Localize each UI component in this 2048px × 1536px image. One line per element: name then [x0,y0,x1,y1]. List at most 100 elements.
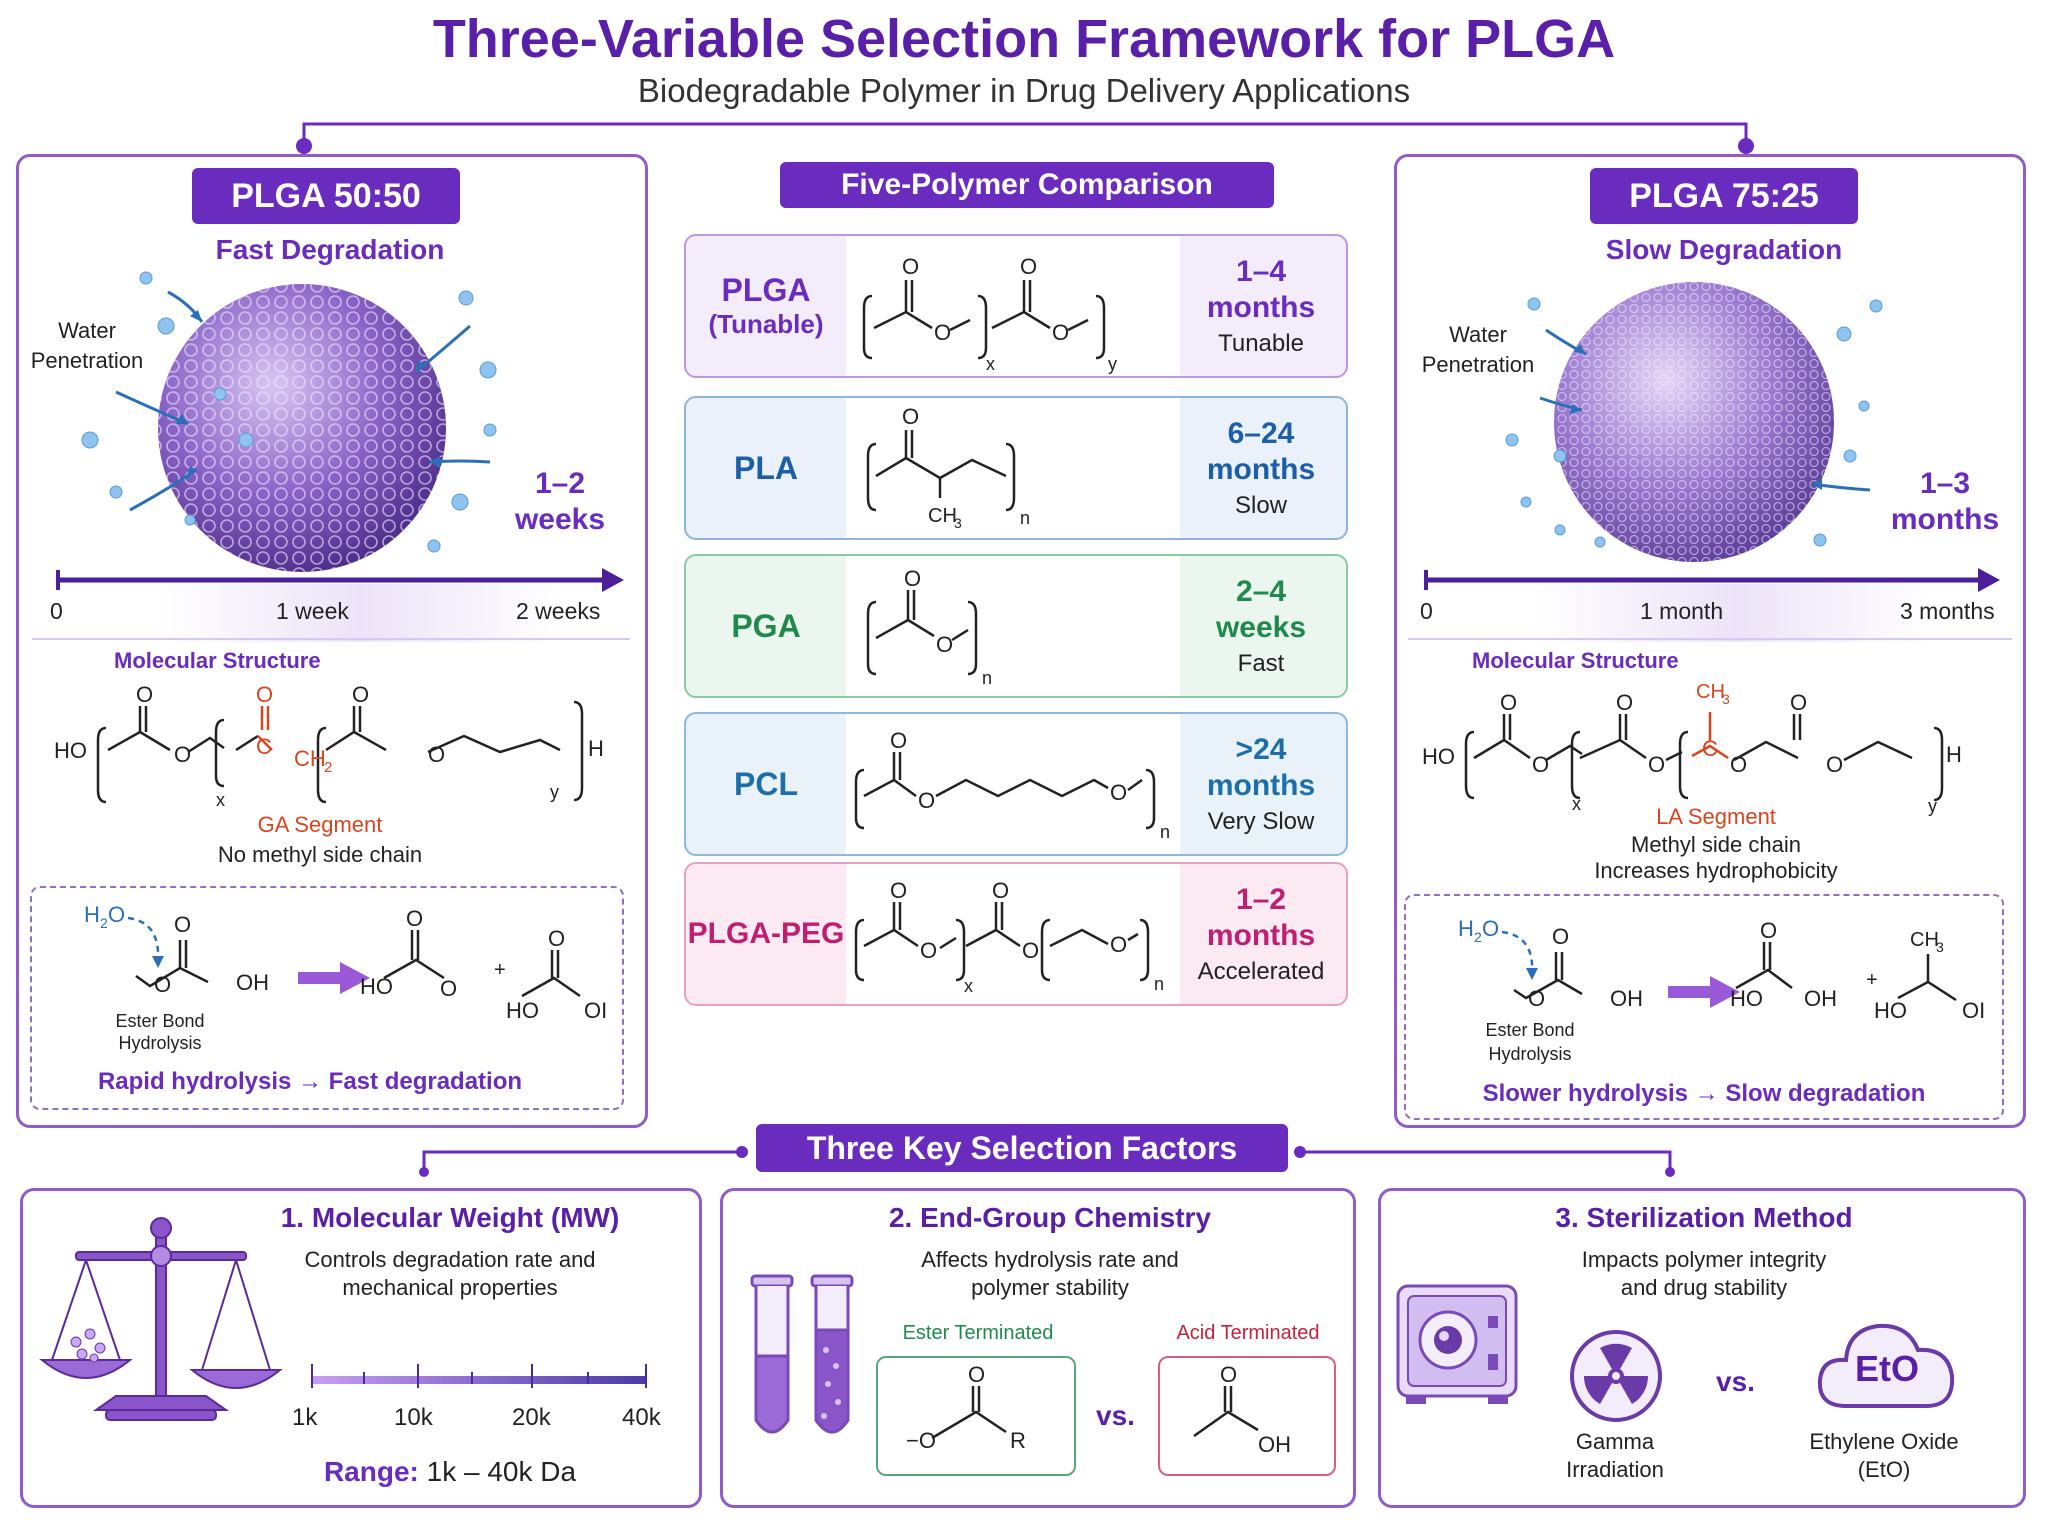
mw-range-label: Range: [323,1456,419,1487]
polymer-row-pcl: PCL O O O n >24 months Very Slow [684,712,1348,856]
mw-range-bar [311,1364,647,1388]
factors-heading: Three Key Selection Factors [756,1124,1288,1172]
left-water-label: Water Penetration [22,316,152,376]
polymer-time-pla: 6–24 months Slow [1176,398,1346,538]
svg-text:O: O [1826,752,1843,777]
right-time-value: 1–3 [1919,467,1971,500]
mw-range-value: 1k – 40k Da [426,1456,577,1487]
polymer-time-pga-unit: weeks [1215,611,1307,644]
right-segment-note: Methyl side chain Increases hydrophobici… [1536,832,1896,884]
polymer-structure-plga-peg: O O x O O O n [846,864,1180,1004]
svg-text:O: O [890,728,907,753]
svg-text:O: O [1220,1362,1237,1387]
right-axis-tick-1: 1 month [1640,598,1724,624]
factor-sterilization-title: 3. Sterilization Method [1555,1202,1853,1233]
svg-text:y: y [1108,354,1117,374]
mw-tick-40k: 40k [622,1404,661,1431]
mw-range: Range: 1k – 40k Da [270,1456,630,1488]
polymer-name-pla-text: PLA [734,449,798,486]
test-tubes-icon [750,1274,854,1434]
polymer-row-pla: PLA O CH 3 n 6–24 months Slow [684,396,1348,540]
eto-cloud-text: EtO [1854,1348,1919,1389]
svg-text:C: C [1702,736,1718,761]
svg-text:O: O [440,976,457,1001]
microsphere-fast-illustration [81,271,497,572]
svg-text:H: H [588,736,604,761]
svg-text:n: n [1020,508,1030,528]
svg-text:O: O [174,912,191,937]
right-time-unit: months [1890,503,2000,536]
right-hydrolysis-label-line2: Hydrolysis [1488,1044,1572,1064]
end-group-vs: vs. [1096,1400,1135,1431]
left-segment-note: No methyl side chain [217,842,423,867]
gamma-label-line2: Irradiation [1566,1457,1664,1482]
polymer-rate-pga: Fast [1237,650,1285,677]
polymer-row-plga-peg: PLGA-PEG O O x O O O n 1–2 months [684,862,1348,1006]
svg-text:CH: CH [294,746,326,771]
svg-text:O: O [1790,690,1807,715]
right-divider [1408,638,2012,640]
polymer-row-plga: PLGA (Tunable) O O x O O y 1–4 months Tu… [684,234,1348,378]
polymer-time-plga: 1–4 months Tunable [1176,236,1346,376]
svg-text:HO: HO [1874,998,1907,1023]
eto-cloud-icon [1817,1323,1955,1408]
microsphere-slow-illustration [1505,282,1883,562]
left-time-range: 1–2 weeks [500,466,620,538]
right-hydrolysis-label: Ester Bond Hydrolysis [1460,1018,1600,1066]
factor-end-group-title: 2. End-Group Chemistry [888,1202,1212,1233]
svg-text:O: O [1730,752,1747,777]
svg-text:HO: HO [54,738,87,763]
right-timeline-axis [1424,568,2000,642]
polymer-name-plga: PLGA (Tunable) [686,236,846,376]
svg-text:O: O [1648,752,1665,777]
right-water-label-line2: Penetration [1421,352,1535,377]
svg-text:O: O [918,788,935,813]
polymer-structure-pcl: O O O n [846,714,1180,854]
gamma-label-line1: Gamma [1575,1429,1655,1454]
svg-text:y: y [550,782,559,802]
svg-text:OH: OH [236,970,269,995]
left-ga-segment-label: GA Segment [257,812,383,837]
svg-text:x: x [986,354,995,374]
polymer-time-plga-peg: 1–2 months Accelerated [1176,864,1346,1004]
svg-text:O: O [428,742,445,767]
svg-text:3: 3 [1936,939,1944,955]
eto-label-line1: Ethylene Oxide [1809,1429,1959,1454]
svg-text:O: O [904,566,921,591]
mw-tick-1k: 1k [292,1404,318,1431]
right-time-range: 1–3 months [1880,466,2010,538]
svg-text:+: + [494,959,506,981]
left-water-label-line1: Water [58,318,116,343]
left-hydrolysis-result: Rapid hydrolysis → Fast degradation [97,1068,523,1095]
polymer-time-pga-range: 2–4 [1235,575,1287,608]
svg-text:O: O [920,938,937,963]
svg-text:O: O [352,682,369,707]
factor-mw-title: 1. Molecular Weight (MW) [280,1202,620,1233]
polymer-name-plga-peg: PLGA-PEG [686,864,846,1004]
factor-sterilization-desc-line1: Impacts polymer integrity [1581,1247,1827,1272]
svg-text:O: O [174,742,191,767]
svg-text:x: x [216,790,225,810]
svg-text:O: O [902,404,919,429]
svg-text:O: O [256,682,273,707]
svg-text:O: O [890,878,907,903]
polymer-time-plga-peg-unit: months [1206,919,1316,952]
acid-terminated-label: Acid Terminated [1176,1322,1320,1344]
polymer-name-pla: PLA [686,398,846,538]
polymer-name-pcl-text: PCL [734,765,798,802]
svg-text:O: O [1760,918,1777,943]
factor-sterilization-desc: Impacts polymer integrity and drug stabi… [1524,1246,1884,1302]
polymer-time-pcl-unit: months [1206,769,1316,802]
svg-text:O: O [1528,986,1545,1011]
svg-text:x: x [1572,794,1581,814]
svg-text:O: O [992,878,1009,903]
right-water-label: Water Penetration [1408,320,1548,380]
factor-mw-desc-line1: Controls degradation rate and [304,1247,596,1272]
sterilizer-icon [1396,1284,1518,1404]
left-hydrolysis-label-line1: Ester Bond [115,1011,205,1031]
polymer-time-plga-range: 1–4 [1235,255,1287,288]
svg-text:O: O [108,902,125,927]
polymer-rate-plga: Tunable [1218,330,1304,357]
right-hydrolysis-label-line1: Ester Bond [1485,1020,1575,1040]
page-subtitle: Biodegradable Polymer in Drug Delivery A… [637,72,1411,109]
